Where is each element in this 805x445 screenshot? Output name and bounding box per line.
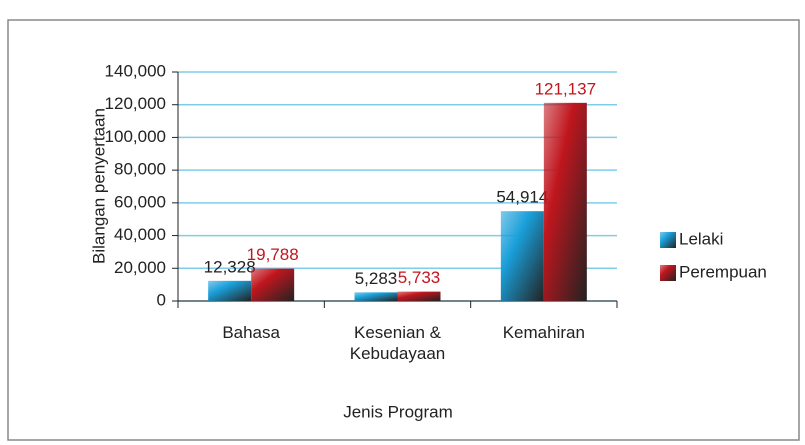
- x-axis-title: Jenis Program: [343, 402, 453, 421]
- bar: [354, 292, 398, 301]
- y-tick-label: 100,000: [105, 127, 166, 146]
- x-tick-label: Kesenian & Kebudayaan: [349, 323, 446, 363]
- y-axis-title: Bilangan penyertaan: [89, 108, 108, 264]
- bar: [500, 211, 544, 301]
- legend-label: Perempuan: [679, 262, 767, 281]
- data-label: 54,914: [496, 188, 548, 207]
- legend-swatch: [660, 232, 676, 248]
- bar: [208, 280, 252, 301]
- y-tick-label: 20,000: [114, 258, 166, 277]
- legend-label: Lelaki: [679, 229, 723, 248]
- data-label: 5,733: [398, 268, 441, 287]
- y-tick-label: 60,000: [114, 192, 166, 211]
- y-tick-label: 80,000: [114, 160, 166, 179]
- data-label: 5,283: [355, 269, 398, 288]
- data-label: 121,137: [535, 79, 596, 98]
- y-tick-label: 0: [157, 290, 166, 309]
- data-label: 12,328: [204, 257, 256, 276]
- data-label: 19,788: [247, 245, 299, 264]
- y-tick-label: 140,000: [105, 61, 166, 80]
- y-tick-label: 40,000: [114, 225, 166, 244]
- chart-border: [7, 19, 800, 441]
- x-tick-label: Kemahiran: [502, 323, 585, 342]
- x-tick-label: Bahasa: [222, 323, 280, 342]
- bar: [397, 291, 441, 301]
- bar: [251, 268, 295, 301]
- y-tick-label: 120,000: [105, 94, 166, 113]
- bar: [543, 102, 587, 301]
- legend-swatch: [660, 265, 676, 281]
